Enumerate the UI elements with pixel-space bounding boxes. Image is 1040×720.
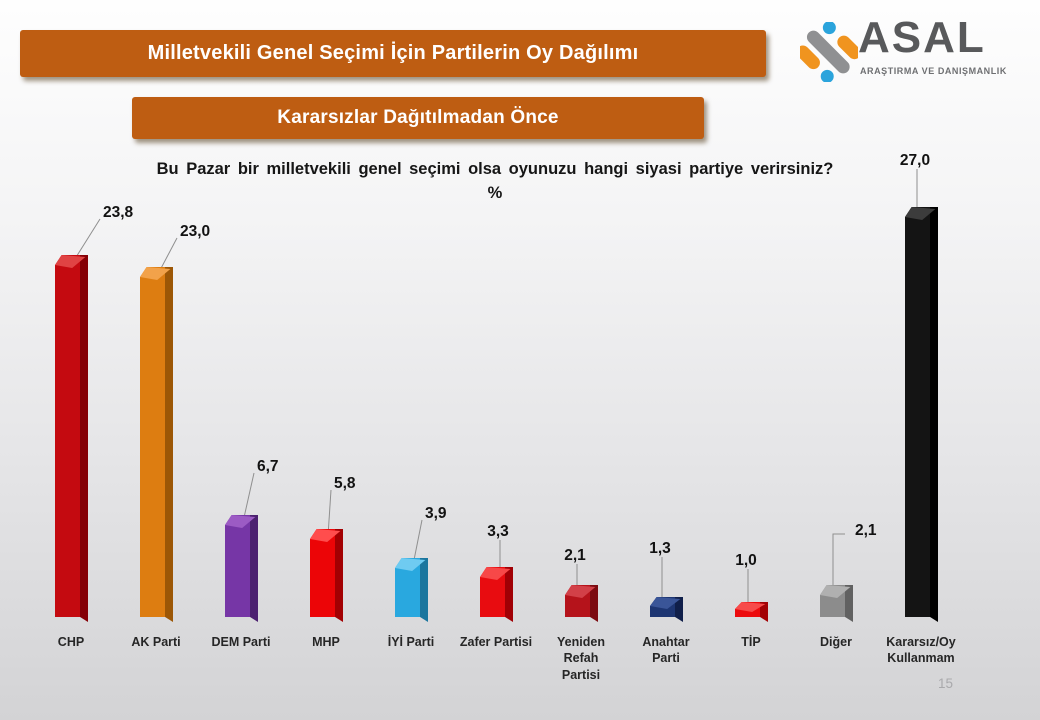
bar-diğer xyxy=(820,585,853,622)
logo-name: ASAL xyxy=(858,13,986,62)
bar-anahtar-parti xyxy=(650,597,683,622)
logo-tagline: ARAŞTIRMA VE DANIŞMANLIK xyxy=(860,66,1007,76)
value-label-ti-p: 1,0 xyxy=(735,552,757,569)
bar-kararsız-oy-kullanmam xyxy=(905,207,938,622)
bar-yeniden-refah-partisi xyxy=(565,585,598,622)
bar-face xyxy=(225,515,258,622)
bar-top-face xyxy=(735,602,766,612)
bar-face xyxy=(905,207,938,622)
category-label-diğer: Diğer xyxy=(820,635,852,649)
bar-face xyxy=(55,255,88,622)
value-label-anahtar-parti: 1,3 xyxy=(649,540,671,557)
value-label-dem-parti: 6,7 xyxy=(257,458,279,475)
value-label-kararsız-oy-kullanmam: 27,0 xyxy=(899,152,931,169)
category-label-ak-parti: AK Parti xyxy=(131,635,181,649)
value-label-yeniden-refah-partisi: 2,1 xyxy=(564,547,586,564)
bar-i-yi-parti xyxy=(395,558,428,622)
value-label-i-yi-parti: 3,9 xyxy=(425,505,447,522)
page-title: Milletvekili Genel Seçimi İçin Partileri… xyxy=(147,42,639,64)
category-label-mhp: MHP xyxy=(312,635,340,649)
bar-zafer-partisi xyxy=(480,567,513,622)
value-label-ak-parti: 23,0 xyxy=(180,223,211,240)
bar-face xyxy=(140,267,173,622)
category-label-anahtar-parti: Anahtar Parti xyxy=(642,635,690,666)
leader-line-diğer xyxy=(832,533,845,587)
bar-ak-parti xyxy=(140,267,173,622)
value-label-zafer-partisi: 3,3 xyxy=(487,523,509,540)
category-label-ti-p: TİP xyxy=(741,635,761,649)
value-label-diğer: 2,1 xyxy=(855,522,877,539)
bar-ti-p xyxy=(735,602,768,622)
value-label-chp: 23,8 xyxy=(103,204,134,221)
bar-dem-parti xyxy=(225,515,258,622)
category-label-kararsız-oy-kullanmam: Kararsız/Oy Kullanmam xyxy=(886,635,956,666)
asal-logo-icon xyxy=(800,22,858,82)
title-banner: Milletvekili Genel Seçimi İçin Partileri… xyxy=(20,30,766,77)
category-label-zafer-partisi: Zafer Partisi xyxy=(459,635,533,649)
value-label-mhp: 5,8 xyxy=(334,475,356,492)
percent-label: % xyxy=(487,184,503,203)
bar-face xyxy=(310,529,343,622)
category-label-dem-parti: DEM Parti xyxy=(211,635,271,649)
survey-question-text: Bu Pazar bir milletvekili genel seçimi o… xyxy=(156,160,834,178)
category-label-chp: CHP xyxy=(57,635,85,649)
asal-logo: ASAL ARAŞTIRMA VE DANIŞMANLIK xyxy=(800,16,1010,90)
category-label-i-yi-parti: İYİ Parti xyxy=(387,635,435,649)
bar-mhp xyxy=(310,529,343,622)
page-number: 15 xyxy=(938,676,954,691)
subtitle-text: Kararsızlar Dağıtılmadan Önce xyxy=(277,107,559,128)
subtitle-banner: Kararsızlar Dağıtılmadan Önce xyxy=(132,97,704,139)
bar-chp xyxy=(55,255,88,622)
survey-question: Bu Pazar bir milletvekili genel seçimi o… xyxy=(0,158,990,205)
category-label-yeniden-refah-partisi: Yeniden Refah Partisi xyxy=(557,635,605,682)
